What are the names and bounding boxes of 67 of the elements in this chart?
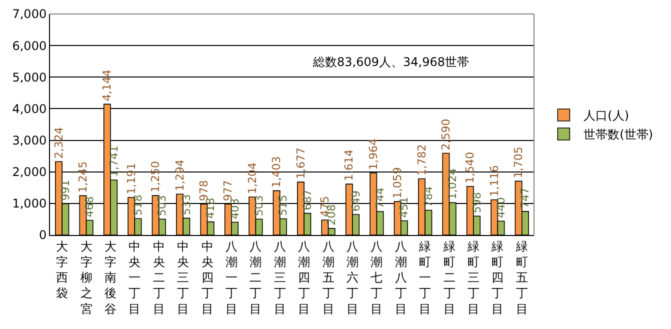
data-label: 1,614 — [342, 150, 356, 182]
annotation: 総数83,609人、34,968世帯 — [312, 55, 469, 69]
data-label: 1,403 — [270, 156, 284, 188]
data-label: 1,116 — [488, 165, 501, 197]
x-tick-label: 大字西袋 — [56, 239, 68, 300]
x-tick-label: 大字柳之宮 — [80, 239, 92, 316]
x-tick-label: 八潮五丁目 — [322, 239, 334, 316]
data-label: 440 — [494, 197, 508, 218]
y-tick-label: 6,000 — [12, 38, 47, 53]
x-tick-label: 中央三丁目 — [177, 239, 190, 316]
y-tick-label: 1,000 — [12, 196, 47, 211]
x-tick-label: 緑町三丁目 — [466, 239, 480, 316]
data-label: 687 — [300, 189, 314, 210]
data-label: 1,741 — [107, 146, 120, 178]
x-tick-label: 八潮一丁目 — [226, 239, 238, 316]
data-label: 1,191 — [124, 162, 138, 194]
x-tick-label: 八潮二丁目 — [250, 239, 262, 316]
data-label: 468 — [83, 196, 96, 218]
x-tick-label: 緑町一丁目 — [418, 239, 432, 316]
data-label: 533 — [180, 194, 193, 216]
data-label: 403 — [228, 198, 242, 220]
data-label: 1,204 — [246, 162, 259, 194]
data-label: 1,245 — [76, 161, 90, 193]
legend-label: 世帯数(世帯) — [584, 128, 654, 142]
data-label: 451 — [398, 196, 411, 218]
x-tick-label: 中央一丁目 — [128, 239, 141, 316]
data-label: 518 — [132, 194, 145, 216]
data-label: 2,590 — [439, 118, 452, 150]
data-label: 598 — [470, 192, 484, 214]
data-label: 1,294 — [173, 160, 186, 192]
x-tick-label: 八潮三丁目 — [274, 239, 286, 316]
data-label: 744 — [374, 188, 387, 209]
x-tick-label: 緑町四丁目 — [490, 239, 504, 316]
data-label: 747 — [518, 187, 532, 208]
data-label: 1,964 — [366, 138, 380, 170]
x-tick-label: 八潮八丁目 — [394, 239, 407, 316]
x-tick-label: 八潮四丁目 — [298, 239, 310, 316]
data-label: 649 — [349, 190, 362, 212]
x-tick-label: 八潮六丁目 — [346, 239, 358, 316]
data-label: 1,059 — [391, 167, 404, 199]
data-label: 1,024 — [446, 168, 460, 200]
data-label: 1,250 — [149, 161, 162, 193]
x-tick-label: 大字南後谷 — [104, 239, 116, 316]
x-tick-label: 八潮七丁目 — [370, 239, 383, 316]
data-label: 503 — [156, 195, 169, 216]
data-label: 2,324 — [52, 127, 66, 159]
data-label: 4,144 — [100, 70, 114, 102]
data-label: 503 — [252, 195, 266, 216]
x-tick-label: 中央二丁目 — [152, 239, 165, 316]
data-label: 784 — [422, 186, 435, 208]
legend-label: 人口(人) — [584, 108, 630, 123]
y-tick-label: 3,000 — [12, 133, 47, 148]
y-tick-label: 2,000 — [12, 165, 47, 180]
y-tick-label: 5,000 — [12, 70, 47, 84]
data-label: 991 — [58, 180, 72, 201]
y-tick-label: 0 — [38, 228, 47, 242]
data-label: 1,705 — [512, 146, 526, 178]
y-tick-label: 7,000 — [12, 7, 47, 22]
data-label: 1,677 — [294, 148, 308, 180]
data-label: 515 — [276, 194, 290, 216]
data-label: 1,782 — [415, 144, 428, 176]
data-label: 1,540 — [464, 152, 477, 184]
data-label: 208 — [325, 204, 338, 226]
y-tick-label: 4,000 — [12, 102, 47, 116]
x-tick-label: 緑町五丁目 — [514, 239, 528, 316]
x-tick-label: 緑町二丁目 — [442, 239, 456, 316]
x-tick-label: 中央四丁目 — [201, 239, 214, 316]
